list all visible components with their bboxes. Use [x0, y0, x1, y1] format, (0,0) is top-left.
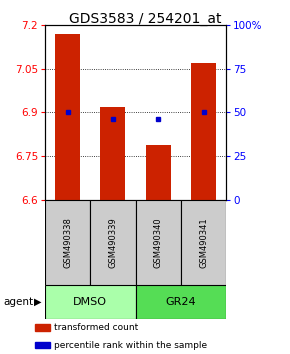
Text: ▶: ▶ — [34, 297, 41, 307]
Bar — [135, 285, 226, 319]
Bar — [135, 200, 181, 285]
Bar — [55, 34, 80, 200]
Bar — [35, 324, 50, 331]
Bar — [35, 342, 50, 348]
Text: GR24: GR24 — [166, 297, 196, 307]
Bar — [45, 200, 90, 285]
Text: GSM490339: GSM490339 — [108, 217, 117, 268]
Text: agent: agent — [3, 297, 33, 307]
Bar — [90, 200, 135, 285]
Bar — [181, 200, 226, 285]
Text: DMSO: DMSO — [73, 297, 107, 307]
Text: GDS3583 / 254201_at: GDS3583 / 254201_at — [69, 12, 221, 27]
Text: GSM490341: GSM490341 — [199, 217, 208, 268]
Bar — [146, 144, 171, 200]
Bar — [100, 107, 125, 200]
Bar — [191, 63, 216, 200]
Text: percentile rank within the sample: percentile rank within the sample — [54, 341, 207, 350]
Text: GSM490338: GSM490338 — [63, 217, 72, 268]
Text: transformed count: transformed count — [54, 323, 138, 332]
Text: GSM490340: GSM490340 — [154, 217, 163, 268]
Bar — [45, 285, 135, 319]
